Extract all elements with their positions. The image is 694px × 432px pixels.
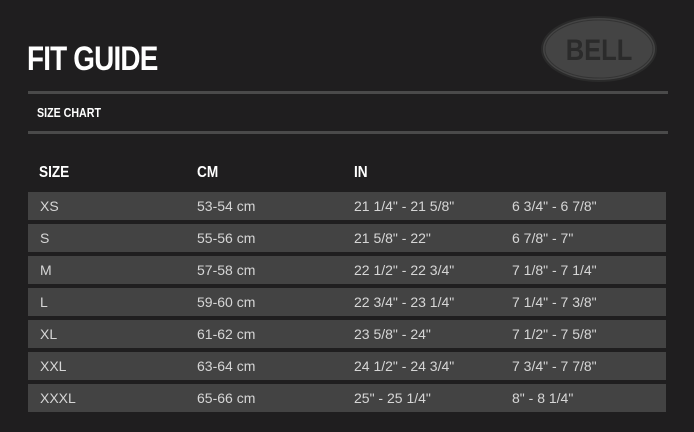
table-cell: 22 1/2" - 22 3/4"	[354, 262, 455, 278]
table-cell: S	[40, 230, 50, 246]
table-row: S 55-56 cm 21 5/8" - 22" 6 7/8" - 7"	[28, 224, 666, 252]
divider	[28, 91, 668, 94]
table-row: XXXL 65-66 cm 25" - 25 1/4" 8" - 8 1/4"	[28, 384, 666, 412]
page-title: FIT GUIDE	[27, 40, 158, 78]
table-row: M 57-58 cm 22 1/2" - 22 3/4" 7 1/8" - 7 1/4…	[28, 256, 666, 284]
table-cell: M	[40, 262, 52, 278]
table-cell: XL	[40, 326, 58, 342]
table-cell: 57-58 cm	[197, 262, 256, 278]
divider	[28, 131, 668, 134]
table-cell: 6 3/4" - 6 7/8"	[512, 198, 597, 214]
table-cell: 24 1/2" - 24 3/4"	[354, 358, 455, 374]
table-cell: 8" - 8 1/4"	[512, 390, 574, 406]
table-cell: L	[40, 294, 48, 310]
table-cell: 59-60 cm	[197, 294, 256, 310]
column-header-in: IN	[354, 164, 368, 181]
table-cell: 25" - 25 1/4"	[354, 390, 431, 406]
table-row: XXL 63-64 cm 24 1/2" - 24 3/4" 7 3/4" - 7 7…	[28, 352, 666, 380]
table-cell: 21 5/8" - 22"	[354, 230, 431, 246]
table-row: XS 53-54 cm 21 1/4" - 21 5/8" 6 3/4" - 6 7/…	[28, 192, 666, 220]
table-cell: XXL	[40, 358, 67, 374]
table-cell: 6 7/8" - 7"	[512, 230, 574, 246]
table-cell: 7 1/4" - 7 3/8"	[512, 294, 597, 310]
table-cell: 63-64 cm	[197, 358, 256, 374]
table-cell: 23 5/8" - 24"	[354, 326, 431, 342]
table-cell: 7 1/2" - 7 5/8"	[512, 326, 597, 342]
bell-logo: BELL	[541, 16, 657, 82]
table-cell: 21 1/4" - 21 5/8"	[354, 198, 455, 214]
table-cell: XXXL	[40, 390, 76, 406]
table-row: XL 61-62 cm 23 5/8" - 24" 7 1/2" - 7 5/8"	[28, 320, 666, 348]
table-cell: 65-66 cm	[197, 390, 256, 406]
table-cell: 22 3/4" - 23 1/4"	[354, 294, 455, 310]
table-cell: 55-56 cm	[197, 230, 256, 246]
column-header-cm: CM	[197, 164, 219, 181]
table-row: L 59-60 cm 22 3/4" - 23 1/4" 7 1/4" - 7 3/8…	[28, 288, 666, 316]
svg-text:BELL: BELL	[566, 33, 633, 66]
table-cell: 61-62 cm	[197, 326, 256, 342]
column-header-size: SIZE	[39, 164, 70, 181]
table-cell: XS	[40, 198, 59, 214]
table-cell: 7 3/4" - 7 7/8"	[512, 358, 597, 374]
section-title: SIZE CHART	[37, 105, 101, 120]
table-cell: 53-54 cm	[197, 198, 256, 214]
table-cell: 7 1/8" - 7 1/4"	[512, 262, 597, 278]
